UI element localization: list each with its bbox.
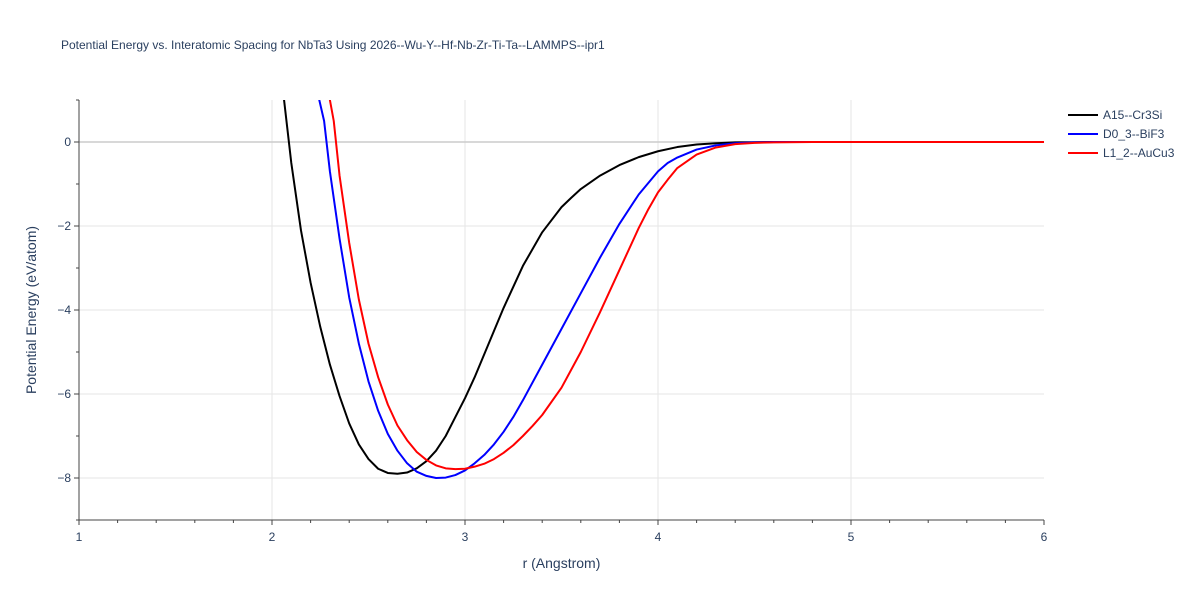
x-tick-label: 5: [848, 530, 855, 544]
y-tick-label: −4: [57, 303, 71, 317]
x-tick-label: 3: [462, 530, 469, 544]
series-group: [283, 100, 1044, 479]
legend-label: A15--Cr3Si: [1103, 108, 1162, 122]
legend[interactable]: A15--Cr3Si D0_3--BiF3 L1_2--AuCu3: [1068, 108, 1175, 160]
x-axis-title: r (Angstrom): [523, 555, 601, 571]
legend-item[interactable]: L1_2--AuCu3: [1068, 146, 1175, 160]
y-tick-label: −2: [57, 219, 71, 233]
grid: [79, 100, 1044, 520]
series-line-2: [318, 100, 1044, 479]
legend-label: L1_2--AuCu3: [1103, 146, 1175, 160]
tick-labels: 1 2 3 4 5 6 0 −2 −4 −6 −8: [57, 135, 1047, 544]
legend-item[interactable]: A15--Cr3Si: [1068, 108, 1162, 122]
x-tick-label: 6: [1041, 530, 1048, 544]
x-tick-label: 1: [76, 530, 83, 544]
legend-label: D0_3--BiF3: [1103, 127, 1165, 141]
series-line-3: [328, 100, 1044, 471]
y-axis-title: Potential Energy (eV/atom): [23, 226, 39, 394]
series-line-1: [283, 100, 1044, 475]
x-tick-label: 2: [269, 530, 276, 544]
y-tick-label: −6: [57, 387, 71, 401]
y-tick-label: −8: [57, 471, 71, 485]
chart-title: Potential Energy vs. Interatomic Spacing…: [61, 38, 605, 52]
legend-item[interactable]: D0_3--BiF3: [1068, 127, 1165, 141]
x-tick-label: 4: [655, 530, 662, 544]
y-tick-label: 0: [64, 135, 71, 149]
axes: [74, 99, 1045, 525]
